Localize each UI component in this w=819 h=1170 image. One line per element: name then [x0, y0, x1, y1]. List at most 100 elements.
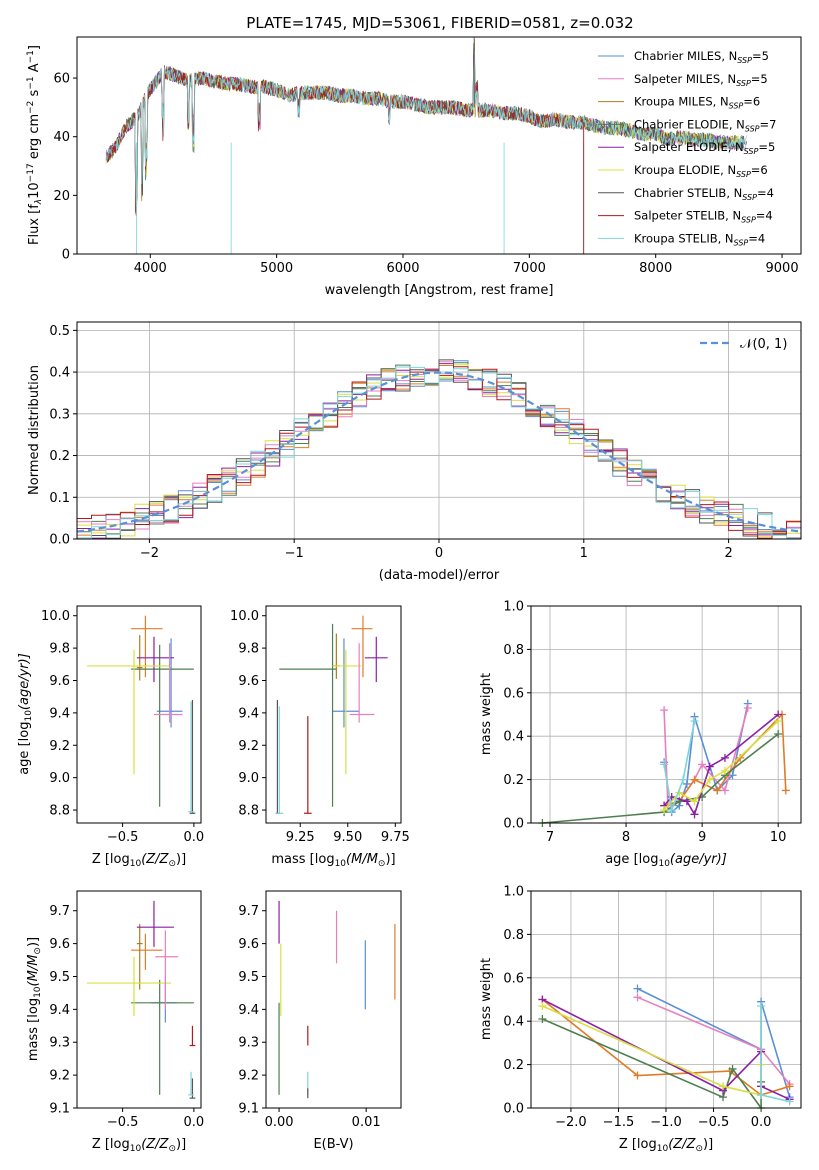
x-tick-label: 8000: [639, 261, 672, 276]
y-tick-label: 60: [53, 72, 70, 87]
x-tick-label: −2.0: [555, 1115, 587, 1130]
histogram-step: [77, 359, 801, 539]
x-axis-label: Z [log10(Z/Z⊙)]: [92, 1137, 186, 1154]
y-label-part: erg cm: [27, 114, 42, 163]
y-tick-label: 0.1: [49, 491, 70, 506]
y-tick-label: 0.4: [503, 730, 524, 745]
y-axis-label-subscript: 10: [24, 710, 34, 722]
x-axis-label-tail: (M/M: [346, 852, 378, 867]
axes-frame: [76, 36, 802, 255]
x-axis-label-text: Z [log: [92, 1137, 130, 1152]
weight-marker: [690, 797, 699, 806]
spectrum-panel: 4000 5000 6000 7000 8000 9000 0 20 40 60 Chabrier …: [26, 36, 802, 298]
y-tick-label: 0.3: [49, 407, 70, 422]
legend-tail: =5: [752, 49, 769, 63]
x-tick-label: 5000: [260, 261, 293, 276]
x-tick-label: 0.00: [265, 1115, 294, 1130]
mass-vs-metallicity-panel: −0.5 0.09.19.29.39.49.59.69.7Z [log10(Z/Z…: [26, 890, 205, 1154]
spectrum-line: [105, 66, 744, 198]
y-tick-label: 9.4: [238, 706, 259, 721]
x-tick-label: −0.5: [698, 1115, 730, 1130]
legend-entry: Chabrier STELIB, NSSP=4: [634, 186, 774, 202]
y-tick-label: 9.5: [238, 970, 259, 985]
y-tick-label: 9.4: [49, 1003, 70, 1018]
legend-entry: Chabrier ELODIE, NSSP=7: [634, 117, 776, 133]
legend-tail: =7: [760, 117, 777, 131]
y-axis-label-tail: (M/M: [26, 955, 41, 987]
weight-marker: [682, 797, 691, 806]
legend-tail: =4: [757, 186, 774, 200]
x-axis-label-tail: (Z/Z: [141, 1137, 169, 1152]
y-tick-label: 0.0: [503, 1102, 524, 1117]
y-label-part: Flux [f: [27, 204, 42, 245]
y-tick-label: 9.0: [49, 771, 70, 786]
y-axis-label-end: )]: [26, 937, 41, 947]
y-tick-label: 9.7: [49, 904, 70, 919]
weight-marker: [713, 786, 722, 795]
axes-frame: [530, 890, 802, 1109]
weight-marker: [538, 1015, 547, 1024]
y-axis-label-text: age [log: [17, 722, 32, 775]
weight-marker: [660, 805, 669, 814]
legend-subscript: SSP: [742, 193, 757, 202]
x-axis-label-text: Z [log: [92, 852, 130, 867]
legend-entry: Chabrier MILES, NSSP=5: [634, 49, 769, 65]
x-axis-label-text: E(B-V): [313, 1137, 353, 1152]
y-label-exp: −17: [26, 163, 36, 182]
y-tick-label: 0.4: [49, 366, 70, 381]
y-tick-label: 9.2: [238, 1069, 259, 1084]
y-axis-label: mass [log10(M/M⊙)]: [26, 937, 43, 1061]
weight-marker: [660, 760, 669, 769]
weight-line: [663, 707, 749, 807]
x-tick-label: 9000: [766, 261, 799, 276]
x-tick-label: 9: [698, 830, 706, 845]
y-tick-label: 0.2: [503, 773, 524, 788]
weight-marker: [667, 805, 676, 814]
weight-marker: [690, 810, 699, 819]
y-tick-label: 1.0: [503, 885, 524, 900]
y-tick-label: 9.0: [238, 771, 259, 786]
y-label-exp: −1: [26, 76, 36, 89]
x-axis-label-subscript: 10: [130, 859, 142, 869]
weight-line: [663, 703, 749, 814]
x-axis-label-subscript: 10: [335, 859, 347, 869]
weight-marker: [690, 717, 699, 726]
x-tick-label: 6000: [386, 261, 419, 276]
legend-text: Chabrier STELIB, N: [634, 186, 742, 200]
x-axis-label: mass [log10(M/M⊙)]: [271, 852, 395, 869]
weight-marker: [719, 1082, 728, 1091]
legend-subscript: SSP: [736, 170, 751, 179]
legend-entry: Kroupa MILES, NSSP=6: [634, 95, 760, 111]
x-axis-label-sun: ⊙: [168, 859, 176, 869]
x-tick-label: 1: [580, 546, 588, 561]
x-axis-label: age [log10(age/yr)]: [605, 852, 727, 869]
weight-marker: [781, 786, 790, 795]
legend-entry: Kroupa ELODIE, NSSP=6: [634, 163, 768, 179]
weight-marker: [682, 779, 691, 788]
y-label-part: A: [27, 63, 42, 76]
weight-marker: [633, 984, 642, 993]
x-axis-label-subscript: 10: [130, 1144, 142, 1154]
legend-subscript: SSP: [741, 216, 756, 225]
y-tick-label: 9.3: [238, 1036, 259, 1051]
legend-text: Chabrier ELODIE, N: [634, 117, 745, 131]
weight-marker: [633, 1071, 642, 1080]
y-tick-label: 0: [62, 248, 70, 263]
y-tick-label: 10.0: [230, 609, 259, 624]
legend-tail: =4: [756, 209, 773, 223]
y-tick-label: 0.8: [503, 928, 524, 943]
legend-text: Salpeter MILES, N: [634, 72, 736, 86]
x-tick-label: 0.0: [184, 1115, 205, 1130]
x-tick-label: −2: [140, 546, 159, 561]
x-axis-label-text: Z [log: [619, 1137, 657, 1152]
x-tick-label: 9.25: [286, 830, 315, 845]
y-axis-label-sun: ⊙: [33, 947, 43, 955]
x-axis-label-text: mass [log: [271, 852, 334, 867]
legend-subscript: SSP: [734, 238, 749, 247]
x-axis-label-end: )]: [176, 1137, 186, 1152]
legend-text: Kroupa ELODIE, N: [634, 163, 736, 177]
y-axis-label: Normed distribution: [27, 365, 42, 495]
legend-tail: =6: [751, 163, 768, 177]
weight-marker: [660, 706, 669, 715]
y-tick-label: 9.2: [49, 739, 70, 754]
